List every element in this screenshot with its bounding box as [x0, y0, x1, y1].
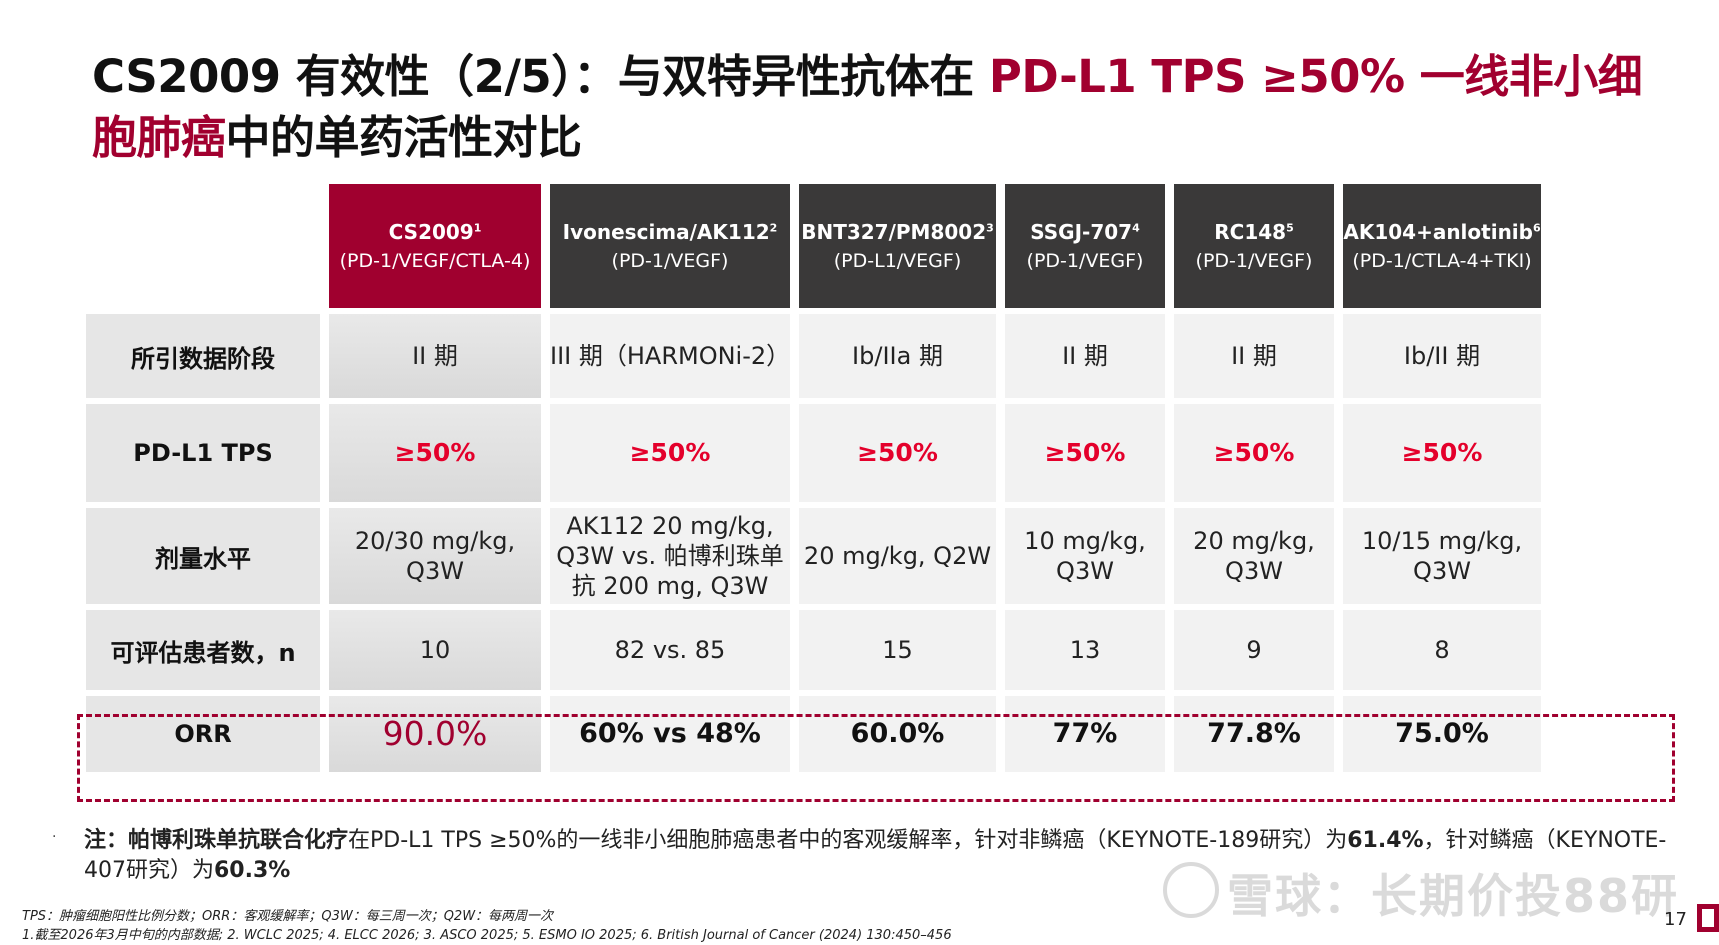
col-header-cs2009: CS20091 (PD-1/VEGF/CTLA-4) — [329, 184, 541, 308]
col-header-ssgj707: SSGJ-7074 (PD-1/VEGF) — [1005, 184, 1165, 308]
col-header-rc148: RC1485 (PD-1/VEGF) — [1174, 184, 1334, 308]
table-cell: 9 — [1174, 610, 1334, 690]
table-cell: ≥50% — [1174, 404, 1334, 502]
row-label-dose: 剂量水平 — [86, 508, 320, 604]
table-cell: 90.0% — [329, 696, 541, 772]
table-cell: AK112 20 mg/kg, Q3W vs. 帕博利珠单抗 200 mg, Q… — [550, 508, 790, 604]
table-cell: 10 mg/kg, Q3W — [1005, 508, 1165, 604]
table-cell: 15 — [799, 610, 996, 690]
table-row: 可评估患者数，n 10 82 vs. 85 15 13 9 8 — [86, 610, 1541, 690]
row-label-patients: 可评估患者数，n — [86, 610, 320, 690]
table-cell: Ib/II 期 — [1343, 314, 1541, 398]
table-cell: II 期 — [329, 314, 541, 398]
table-cell: ≥50% — [329, 404, 541, 502]
table-cell: 77.8% — [1174, 696, 1334, 772]
table-cell: 13 — [1005, 610, 1165, 690]
table-cell: 60% vs 48% — [550, 696, 790, 772]
table-row: PD-L1 TPS ≥50% ≥50% ≥50% ≥50% ≥50% ≥50% — [86, 404, 1541, 502]
col-header-ivonescima: Ivonescima/AK1122 (PD-1/VEGF) — [550, 184, 790, 308]
comparison-table: CS20091 (PD-1/VEGF/CTLA-4) Ivonescima/AK1… — [77, 178, 1550, 778]
table-row-orr: ORR 90.0% 60% vs 48% 60.0% 77% 77.8% 75.… — [86, 696, 1541, 772]
table-cell: ≥50% — [1343, 404, 1541, 502]
table-row: 所引数据阶段 II 期 III 期（HARMONi-2） Ib/IIa 期 II… — [86, 314, 1541, 398]
table-cell: 10/15 mg/kg, Q3W — [1343, 508, 1541, 604]
footnote-references: 1.截至2026年3月中旬的内部数据; 2. WCLC 2025; 4. ELC… — [22, 928, 952, 943]
table-cell: II 期 — [1174, 314, 1334, 398]
table-cell: III 期（HARMONi-2） — [550, 314, 790, 398]
bullet-dot: · — [52, 829, 57, 845]
brand-logo-icon — [1697, 904, 1719, 932]
row-label-phase: 所引数据阶段 — [86, 314, 320, 398]
table-cell: 8 — [1343, 610, 1541, 690]
footnote-abbreviations: TPS：肿瘤细胞阳性比例分数；ORR：客观缓解率；Q3W：每三周一次；Q2W：每… — [22, 909, 554, 924]
page-number: 17 — [1664, 909, 1687, 930]
table-cell: 20 mg/kg, Q2W — [799, 508, 996, 604]
col-header-ak104: AK104+anlotinib6 (PD-1/CTLA-4+TKI) — [1343, 184, 1541, 308]
table-cell: 20/30 mg/kg, Q3W — [329, 508, 541, 604]
table-cell: 77% — [1005, 696, 1165, 772]
col-header-bnt327: BNT327/PM80023 (PD-L1/VEGF) — [799, 184, 996, 308]
table-cell: 82 vs. 85 — [550, 610, 790, 690]
row-label-orr: ORR — [86, 696, 320, 772]
title-highlight: PD-L1 TPS ≥50% 一线非小细胞肺癌 — [92, 50, 1643, 164]
table-cell: II 期 — [1005, 314, 1165, 398]
title-text: CS2009 有效性（2/5）：与双特异性抗体在 — [92, 50, 989, 103]
row-label-tps: PD-L1 TPS — [86, 404, 320, 502]
title-text-end: 中的单药活性对比 — [225, 111, 583, 164]
page-title: CS2009 有效性（2/5）：与双特异性抗体在 PD-L1 TPS ≥50% … — [92, 46, 1672, 168]
table-cell: Ib/IIa 期 — [799, 314, 996, 398]
table-cell: 75.0% — [1343, 696, 1541, 772]
table-cell: 60.0% — [799, 696, 996, 772]
table-row: 剂量水平 20/30 mg/kg, Q3W AK112 20 mg/kg, Q3… — [86, 508, 1541, 604]
table-cell: 20 mg/kg, Q3W — [1174, 508, 1334, 604]
watermark-logo-icon — [1163, 862, 1219, 918]
table-cell: 10 — [329, 610, 541, 690]
header-blank — [86, 184, 320, 308]
watermark: 雪球：长期价投88研 — [1227, 869, 1680, 923]
table-cell: ≥50% — [550, 404, 790, 502]
table-cell: ≥50% — [799, 404, 996, 502]
note-text: 注：帕博利珠单抗联合化疗在PD-L1 TPS ≥50%的一线非小细胞肺癌患者中的… — [84, 828, 1667, 883]
table-cell: ≥50% — [1005, 404, 1165, 502]
